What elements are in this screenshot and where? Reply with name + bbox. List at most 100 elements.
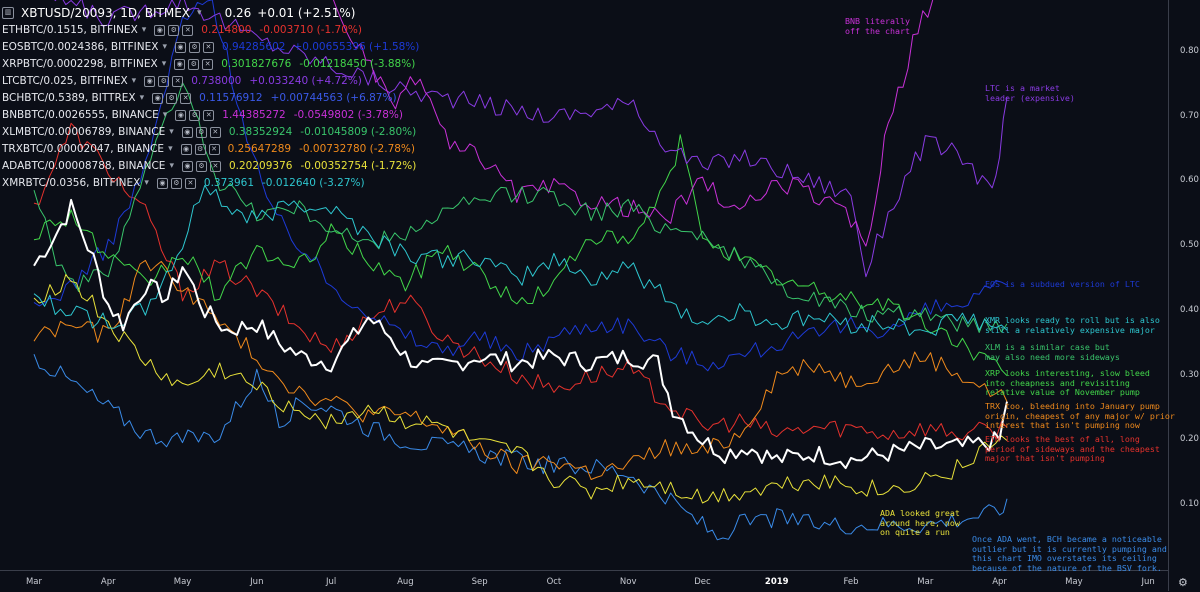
annotation-eth: ETH looks the best of all, long period o… bbox=[985, 434, 1160, 463]
eye-icon[interactable]: ◉ bbox=[181, 161, 193, 172]
remove-icon[interactable]: ✕ bbox=[208, 144, 220, 155]
annotation-xlm: XLM is a similar case but may also need … bbox=[985, 342, 1120, 362]
series-line[interactable] bbox=[33, 198, 1008, 470]
chevron-down-icon[interactable]: ▾ bbox=[162, 110, 168, 120]
legend-value: 0.301827676 bbox=[221, 58, 292, 70]
eye-icon[interactable]: ◉ bbox=[174, 59, 186, 70]
eye-icon[interactable]: ◉ bbox=[152, 93, 164, 104]
collapse-icon[interactable]: ▥ bbox=[2, 7, 14, 19]
main-value: 0.26 bbox=[224, 5, 252, 20]
settings-icon[interactable]: ⚙ bbox=[166, 93, 178, 104]
series-line[interactable] bbox=[33, 82, 1008, 333]
eye-icon[interactable]: ◉ bbox=[180, 144, 192, 155]
settings-icon[interactable]: ⚙ bbox=[194, 144, 206, 155]
legend-symbol: TRXBTC/0.00002047, BINANCE bbox=[2, 143, 165, 155]
legend-row[interactable]: LTCBTC/0.025, BITFINEX ▾ ◉ ⚙ ✕ 0.738000 +0.033… bbox=[2, 73, 419, 90]
legend-change: -0.00352754 (-1.72%) bbox=[300, 160, 417, 172]
y-tick-label: 0.70 bbox=[1180, 110, 1199, 121]
settings-icon[interactable]: ⚙ bbox=[195, 127, 207, 138]
settings-icon[interactable]: ⚙ bbox=[188, 59, 200, 70]
legend-value: 0.25647289 bbox=[227, 143, 292, 155]
legend-symbol: XLMBTC/0.00006789, BINANCE bbox=[2, 126, 166, 138]
chevron-down-icon[interactable]: ▾ bbox=[139, 93, 145, 103]
series-line[interactable] bbox=[331, 0, 934, 247]
chevron-down-icon[interactable]: ▾ bbox=[161, 59, 167, 69]
legend-change: -0.003710 (-1.70%) bbox=[259, 24, 362, 36]
settings-icon[interactable]: ⚙ bbox=[189, 110, 201, 121]
series-line[interactable] bbox=[33, 354, 1008, 541]
legend-symbol: ETHBTC/0.1515, BITFINEX bbox=[2, 24, 138, 36]
chevron-down-icon[interactable]: ▾ bbox=[144, 178, 149, 188]
series-line[interactable] bbox=[33, 0, 1008, 372]
series-layer bbox=[33, 0, 1008, 541]
series-line[interactable] bbox=[33, 134, 1008, 377]
y-tick-label: 0.60 bbox=[1180, 175, 1199, 186]
remove-icon[interactable]: ✕ bbox=[202, 42, 214, 53]
chevron-down-icon[interactable]: ▾ bbox=[169, 161, 174, 171]
series-controls: ◉ ⚙ ✕ bbox=[156, 178, 197, 189]
settings-icon[interactable]: ⚙ bbox=[170, 178, 182, 189]
chevron-down-icon[interactable]: ▾ bbox=[168, 144, 173, 154]
series-line[interactable] bbox=[34, 0, 1008, 278]
x-tick-label: Aug bbox=[397, 577, 414, 587]
remove-icon[interactable]: ✕ bbox=[209, 161, 221, 172]
price-axis[interactable] bbox=[1168, 0, 1200, 591]
legend-change: +0.00744563 (+6.87%) bbox=[270, 92, 397, 104]
annotation-eos: EOS is a subdued version of LTC bbox=[985, 279, 1140, 289]
remove-icon[interactable]: ✕ bbox=[180, 93, 192, 104]
eye-icon[interactable]: ◉ bbox=[154, 25, 166, 36]
settings-icon[interactable]: ⚙ bbox=[158, 76, 170, 87]
series-line[interactable] bbox=[33, 259, 1008, 480]
legend-row[interactable]: ADABTC/0.00008788, BINANCE ▾ ◉ ⚙ ✕ 0.20209376… bbox=[2, 158, 419, 175]
eye-icon[interactable]: ◉ bbox=[174, 42, 186, 53]
time-axis[interactable] bbox=[0, 570, 1168, 592]
remove-icon[interactable]: ✕ bbox=[202, 59, 214, 70]
eye-icon[interactable]: ◉ bbox=[144, 76, 156, 87]
legend-symbol: EOSBTC/0.0024386, BITFINEX bbox=[2, 41, 159, 53]
legend-change: +0.00655396 (+1.58%) bbox=[293, 41, 420, 53]
chevron-down-icon[interactable]: ▾ bbox=[141, 25, 147, 35]
annotation-xmr: XMR looks ready to roll but is also stil… bbox=[985, 315, 1160, 335]
eye-icon[interactable]: ◉ bbox=[156, 178, 168, 189]
annotation-xrp: XRP looks interesting, slow bleed into c… bbox=[985, 368, 1150, 397]
remove-icon[interactable]: ✕ bbox=[209, 127, 221, 138]
series-controls: ◉ ⚙ ✕ bbox=[152, 93, 192, 104]
legend-row[interactable]: BNBBTC/0.0026555, BINANCE ▾ ◉ ⚙ ✕ 1.44385272-… bbox=[2, 107, 419, 124]
remove-icon[interactable]: ✕ bbox=[184, 178, 196, 189]
main-symbol-row[interactable]: ▥ XBTUSD/20093, 1D, BITMEX ▾ 0.26 +0.01 … bbox=[2, 4, 419, 22]
settings-icon[interactable]: ⚙ bbox=[195, 161, 207, 172]
legend-row[interactable]: XMRBTC/0.0356, BITFINEX ▾ ◉ ⚙ ✕ 0.373961 -0.01… bbox=[2, 175, 419, 192]
series-line[interactable] bbox=[33, 274, 1008, 504]
series-controls: ◉ ⚙ ✕ bbox=[154, 25, 194, 36]
legend-value: 0.738000 bbox=[191, 75, 242, 87]
chevron-down-icon[interactable]: ▾ bbox=[162, 42, 167, 52]
annotation-trx: TRX too, bleeding into January pump orig… bbox=[985, 401, 1175, 430]
legend-symbol: BCHBTC/0.5389, BITTREX bbox=[2, 92, 136, 104]
legend-symbol: XRPBTC/0.0002298, BITFINEX bbox=[2, 58, 158, 70]
eye-icon[interactable]: ◉ bbox=[181, 127, 193, 138]
legend-row[interactable]: TRXBTC/0.00002047, BINANCE ▾ ◉ ⚙ ✕ 0.25647289… bbox=[2, 141, 419, 158]
legend-row[interactable]: XLMBTC/0.00006789, BINANCE ▾ ◉ ⚙ ✕ 0.38352924… bbox=[2, 124, 419, 141]
legend: ▥ XBTUSD/20093, 1D, BITMEX ▾ 0.26 +0.01 … bbox=[2, 4, 419, 192]
settings-icon[interactable]: ⚙ bbox=[188, 42, 200, 53]
legend-row[interactable]: ETHBTC/0.1515, BITFINEX ▾ ◉ ⚙ ✕ 0.214800 -0.00… bbox=[2, 22, 419, 39]
settings-gear-icon[interactable]: ⚙ bbox=[1178, 576, 1188, 589]
chevron-down-icon[interactable]: ▾ bbox=[169, 127, 174, 137]
chevron-down-icon[interactable]: ▾ bbox=[131, 76, 137, 86]
legend-row[interactable]: EOSBTC/0.0024386, BITFINEX ▾ ◉ ⚙ ✕ 0.94285602… bbox=[2, 39, 419, 56]
remove-icon[interactable]: ✕ bbox=[172, 76, 184, 87]
legend-change: -0.0549802 (-3.78%) bbox=[293, 109, 403, 121]
legend-row[interactable]: BCHBTC/0.5389, BITTREX ▾ ◉ ⚙ ✕ 0.11576912 +0.0… bbox=[2, 90, 419, 107]
remove-icon[interactable]: ✕ bbox=[203, 110, 215, 121]
x-tick-label: Sep bbox=[471, 577, 488, 587]
series-line[interactable] bbox=[33, 184, 1008, 336]
legend-row[interactable]: XRPBTC/0.0002298, BITFINEX ▾ ◉ ⚙ ✕ 0.30182767… bbox=[2, 56, 419, 73]
series-controls: ◉ ⚙ ✕ bbox=[144, 76, 184, 87]
eye-icon[interactable]: ◉ bbox=[175, 110, 187, 121]
legend-rows: ETHBTC/0.1515, BITFINEX ▾ ◉ ⚙ ✕ 0.214800 -0.00… bbox=[2, 22, 419, 192]
remove-icon[interactable]: ✕ bbox=[182, 25, 194, 36]
y-tick-label: 0.40 bbox=[1180, 304, 1199, 315]
chevron-down-icon[interactable]: ▾ bbox=[197, 7, 202, 18]
settings-icon[interactable]: ⚙ bbox=[168, 25, 180, 36]
